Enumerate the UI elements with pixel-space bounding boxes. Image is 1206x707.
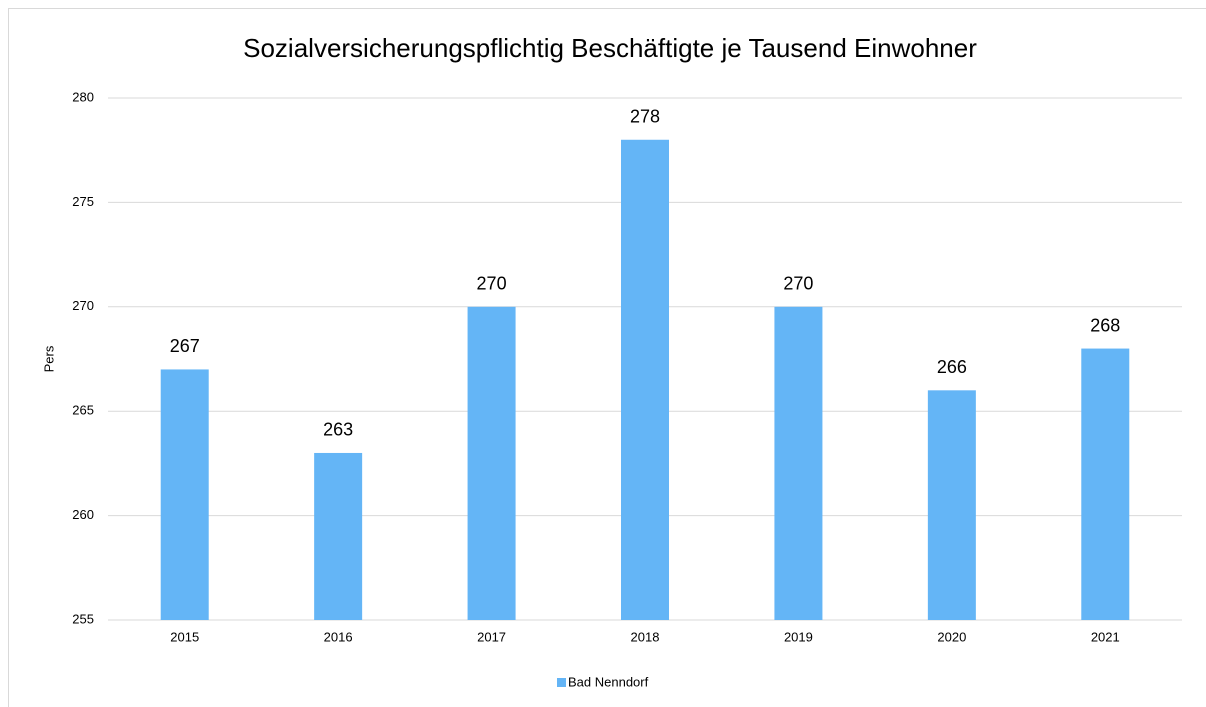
- y-tick-label: 280: [72, 89, 94, 104]
- x-tick-label: 2015: [170, 629, 199, 644]
- x-tick-label: 2021: [1091, 629, 1120, 644]
- bar: [314, 452, 363, 620]
- data-label: 266: [937, 357, 967, 377]
- data-label: 268: [1090, 315, 1120, 335]
- bar: [774, 306, 823, 620]
- data-label: 267: [170, 336, 200, 356]
- bar: [1081, 348, 1130, 620]
- bar: [160, 369, 209, 620]
- y-tick-label: 260: [72, 507, 94, 522]
- bar: [467, 306, 516, 620]
- y-tick-label: 270: [72, 298, 94, 313]
- chart-title: Sozialversicherungspflichtig Beschäftigt…: [243, 33, 977, 63]
- x-tick-label: 2018: [631, 629, 660, 644]
- legend-swatch: [557, 678, 566, 687]
- data-label: 278: [630, 107, 660, 127]
- y-tick-label: 265: [72, 403, 94, 418]
- bar: [927, 390, 976, 620]
- x-tick-label: 2017: [477, 629, 506, 644]
- x-tick-label: 2019: [784, 629, 813, 644]
- bar: [621, 139, 669, 620]
- data-label: 270: [477, 274, 507, 294]
- x-tick-label: 2016: [324, 629, 353, 644]
- y-tick-label: 275: [72, 194, 94, 209]
- data-label: 263: [323, 420, 353, 440]
- legend-label: Bad Nenndorf: [568, 674, 649, 689]
- y-tick-label: 255: [72, 611, 94, 626]
- data-label: 270: [783, 274, 813, 294]
- y-axis-label: Pers: [41, 345, 56, 372]
- x-tick-label: 2020: [937, 629, 966, 644]
